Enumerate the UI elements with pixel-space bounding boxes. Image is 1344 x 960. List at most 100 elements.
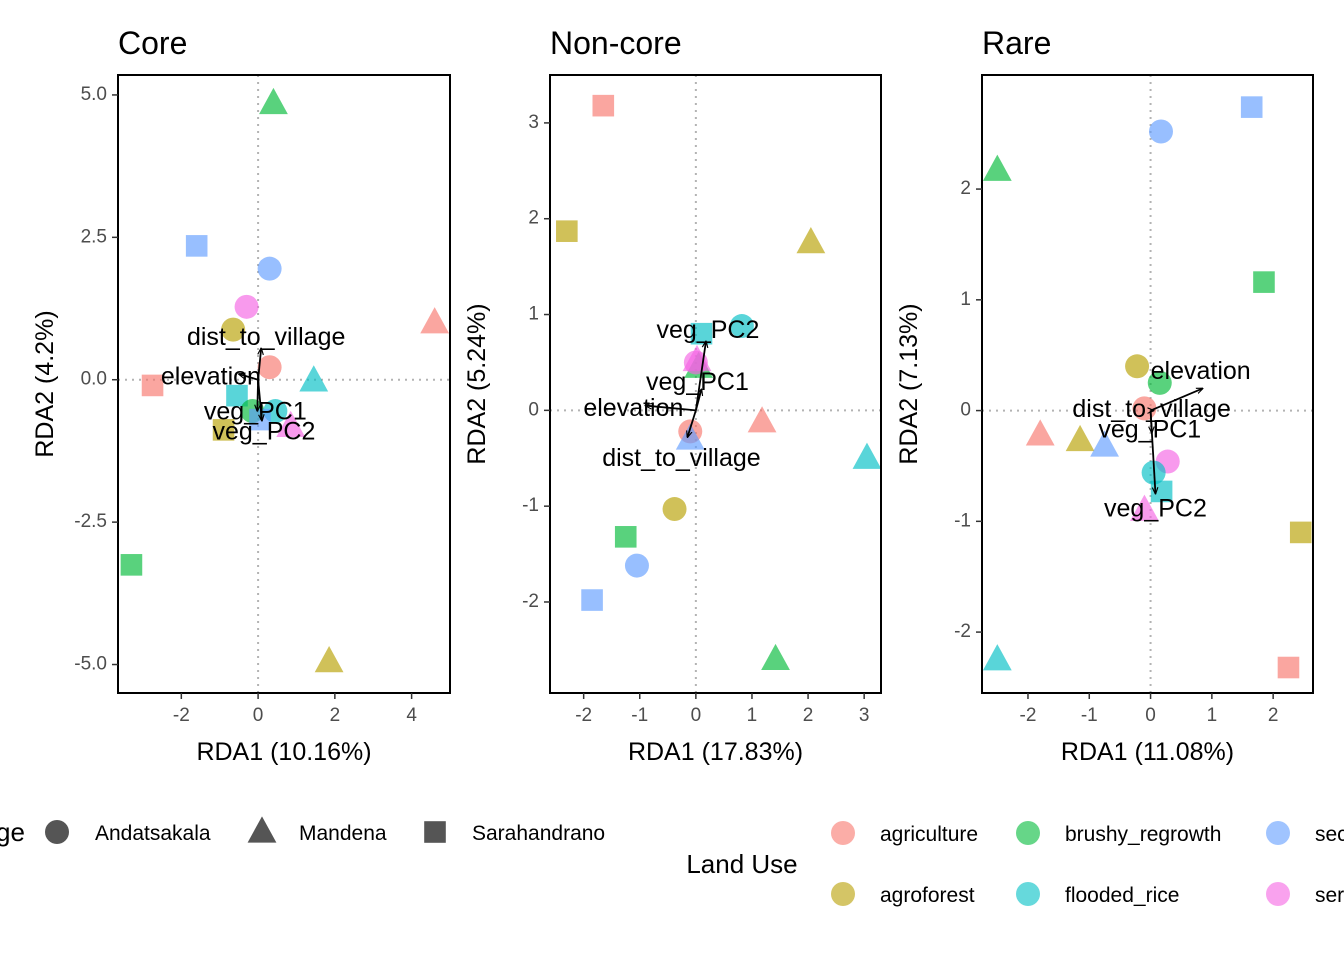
data-point [257,256,282,281]
vector-label: veg_PC1 [1098,415,1201,443]
biplot-vector [694,341,706,411]
x-tick-label: -2 [1020,705,1037,726]
biplot-vector [239,374,259,381]
vector-label: dist_to_village [187,323,345,351]
x-tick-label: 2 [803,705,814,726]
panel-frame [117,74,451,694]
vector-label: veg_PC2 [1104,494,1207,522]
x-tick-label: 2 [1268,705,1279,726]
vector-label: elevation [583,394,683,422]
panel-title: Non-core [550,25,682,61]
biplot-vector [1150,388,1203,412]
legend-land-use-entry: agriculture [831,821,978,846]
legend-land-use-key [831,821,855,845]
data-point [1090,430,1119,457]
data-point [299,365,329,392]
x-axis-label: RDA1 (17.83%) [628,738,803,766]
data-point [1148,119,1173,144]
y-axis-label: RDA2 (4.2%) [31,310,59,457]
x-tick-label: -2 [575,705,592,726]
legend-land-use-key [831,882,855,906]
y-tick-label: 1 [960,289,971,310]
data-point [1147,370,1172,395]
data-point [592,94,615,117]
data-point [662,497,687,522]
x-tick-label: -2 [173,705,190,726]
x-tick-label: -1 [631,705,648,726]
legend-land-use-entry: agroforest [831,882,975,907]
data-point [1150,480,1173,503]
legend-site-label: Andatsakala [95,822,211,845]
data-point [682,344,712,372]
panel-core: Core dist_to_village elevation veg_PC1veg_P… [31,25,451,766]
data-point [1289,521,1312,544]
data-point [852,442,882,469]
vector-label: veg_PC2 [213,417,316,445]
legend-land-use-label: flooded_rice [1065,884,1179,907]
x-tick-label: 0 [691,705,702,726]
data-point [120,554,143,576]
legend-land-use-entry: ser [1266,882,1344,907]
legend-land-use-entry: flooded_rice [1016,882,1179,907]
panel-frame [549,74,882,694]
legend-site-key [247,816,277,843]
legend-land-use-label: agriculture [880,823,978,846]
data-point [420,307,450,334]
data-point [624,553,649,578]
y-tick-label: -2 [954,621,971,642]
data-point [729,314,754,339]
y-tick-label: 0.0 [81,369,107,390]
biplot-vector [687,410,697,437]
biplot-vector [257,348,261,380]
vector-label: elevation [161,363,261,391]
legend-site-entry: Sarahandrano [424,821,605,845]
x-tick-label: 2 [330,705,341,726]
data-point [185,235,208,257]
y-tick-label: -1 [954,510,971,531]
data-point [614,526,637,548]
x-tick-label: 1 [1207,705,1218,726]
y-tick-label: 5.0 [81,84,107,105]
data-point [556,220,578,242]
data-point [234,294,259,319]
biplot-vector [257,379,262,421]
vector-label: dist_to_village [1072,395,1230,423]
x-axis-label: RDA1 (10.16%) [196,738,371,766]
data-point [257,355,282,380]
data-point [747,406,777,433]
x-tick-label: 4 [406,705,417,726]
legend-site-label: Mandena [299,822,387,845]
x-tick-label: 0 [253,705,264,726]
biplot-vector [694,389,702,411]
legend-land-use-key [1016,882,1040,906]
legend-land-use-entry: brushy_regrowth [1016,821,1221,846]
y-axis-label: RDA2 (7.13%) [895,303,923,464]
legend-land-use-label: ser [1315,884,1344,907]
y-tick-label: 0 [528,399,539,420]
y-tick-label: 2 [528,208,539,229]
x-axis-label: RDA1 (11.08%) [1061,738,1234,766]
legend-land-use-key [1266,821,1290,845]
data-point [1025,419,1055,446]
data-point [276,410,306,438]
legend-site-title: ge [0,817,25,847]
legend: ge Andatsakala Mandena Sarahandrano Land Use… [0,816,1344,907]
panel-frame [981,74,1314,694]
data-point [690,322,713,345]
data-point [221,317,246,342]
data-point [761,643,790,671]
x-tick-label: 3 [859,705,870,726]
legend-land-use-label: agroforest [880,884,975,907]
data-point [1253,271,1275,293]
vector-label: veg_PC1 [646,368,749,396]
legend-site-entry: Mandena [247,816,387,845]
data-point [581,589,603,611]
panel-title: Core [118,25,187,61]
data-point [982,644,1012,671]
data-point [982,154,1012,181]
y-tick-label: 2 [960,178,971,199]
x-tick-label: 0 [1145,705,1156,726]
y-tick-label: -5.0 [74,654,107,675]
